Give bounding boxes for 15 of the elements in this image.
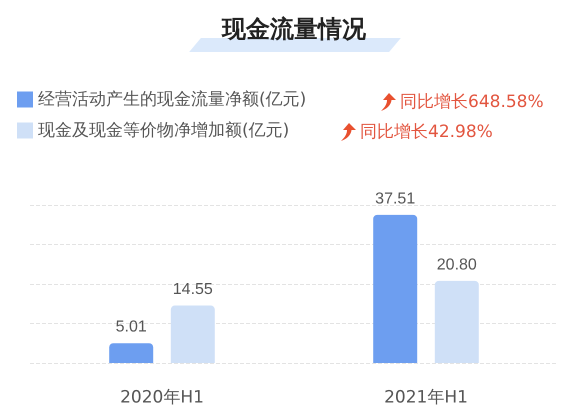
data-label: 5.01 (116, 318, 147, 336)
legend-label: 现金及现金等价物净增加额(亿元) (38, 120, 290, 140)
x-tick-label: 2020年H1 (120, 388, 204, 408)
bar (373, 214, 418, 363)
x-tick-label: 2021年H1 (384, 388, 468, 408)
data-label: 14.55 (172, 281, 213, 298)
bar (109, 343, 154, 363)
bar (170, 306, 215, 363)
text: 同比增长648.58% (400, 91, 544, 113)
chart-title: 现金流量情况 (221, 15, 367, 43)
legend-label: 经营活动产生的现金流量净额(亿元) (38, 90, 306, 110)
data-label: 20.80 (436, 256, 477, 274)
bar (434, 280, 479, 363)
data-label: 37.51 (375, 190, 416, 208)
text: 同比增长42.98% (360, 121, 493, 143)
